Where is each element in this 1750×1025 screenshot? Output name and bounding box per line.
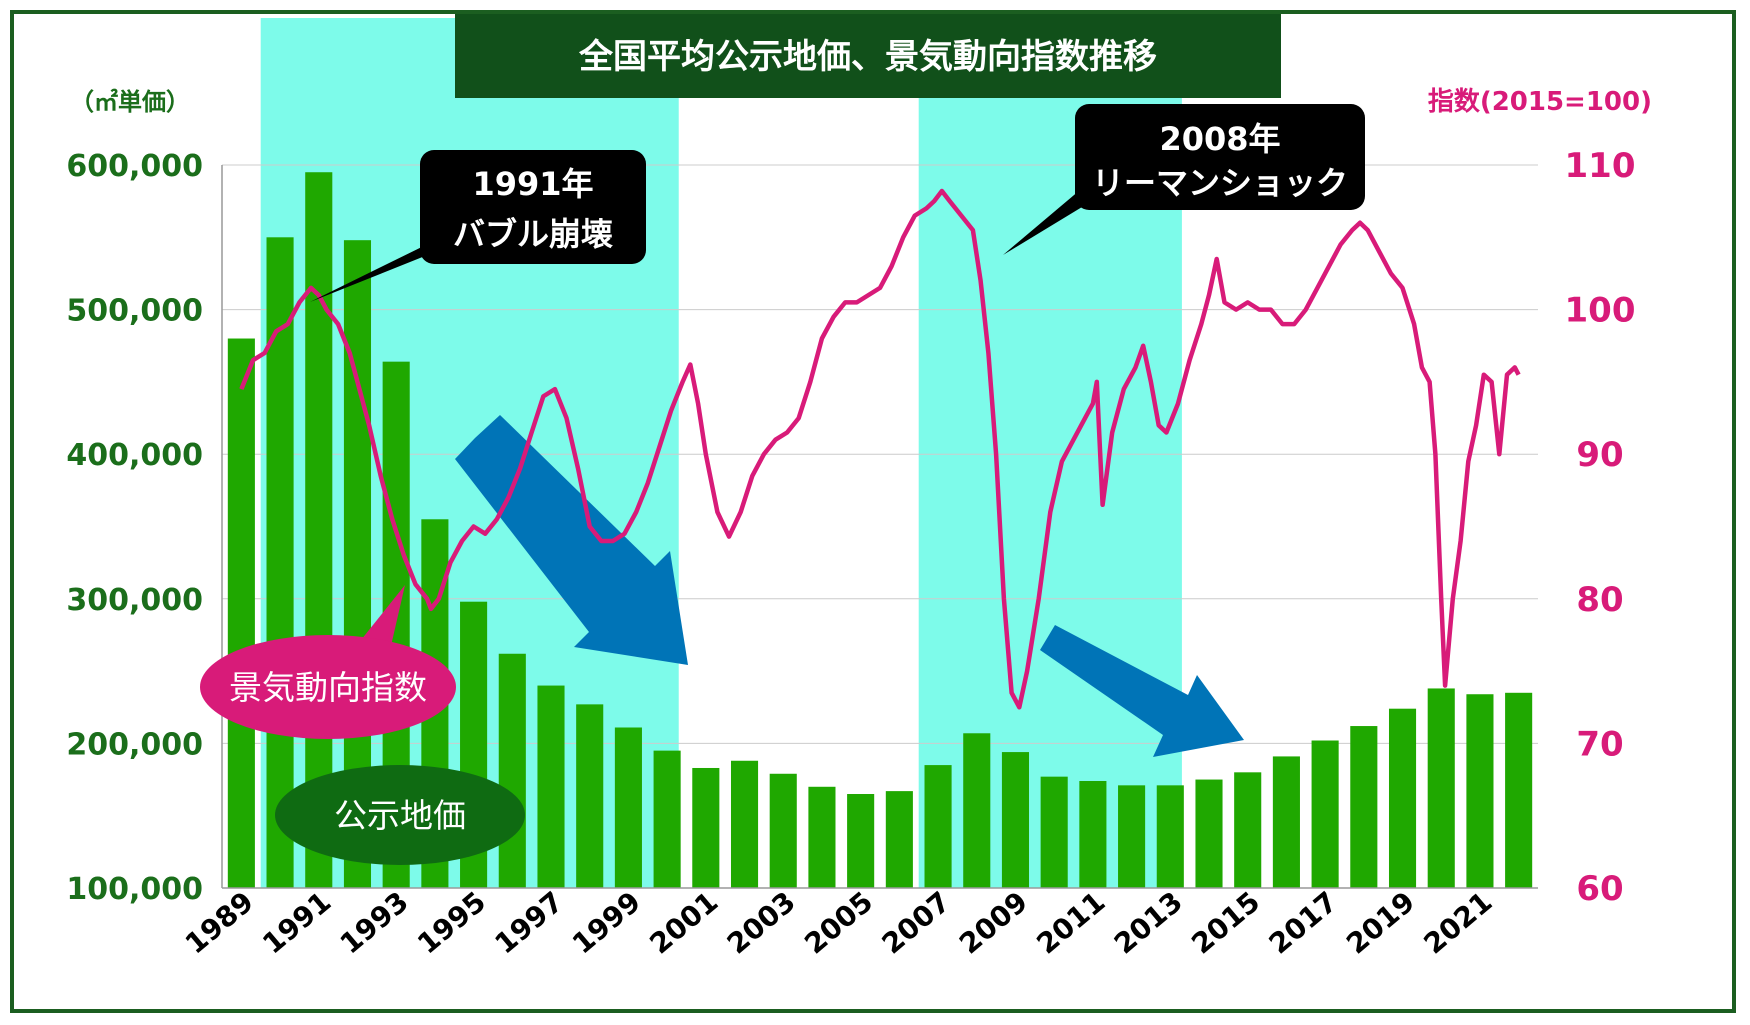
x-tick-label: 1999: [566, 885, 647, 960]
lehman-callout: 2008年 リーマンショック: [1003, 104, 1365, 255]
bar-2010: [1040, 776, 1068, 888]
bubble-callout-year: 1991年: [472, 165, 593, 203]
x-tick-label: 2019: [1340, 885, 1421, 960]
bar-2017: [1311, 740, 1339, 888]
left-axis-unit: （㎡単価）: [70, 88, 190, 116]
bar-2021: [1466, 694, 1494, 888]
x-tick-label: 2017: [1263, 885, 1344, 960]
title-banner: 全国平均公示地価、景気動向指数推移: [455, 14, 1281, 98]
left-axis-ticks: 100,000 200,000 300,000 400,000 500,000 600,0…: [66, 149, 203, 907]
land-label-text: 公示地価: [334, 796, 466, 835]
x-tick-label: 2003: [721, 885, 802, 960]
x-tick-label: 2021: [1418, 885, 1499, 960]
x-tick-label: 2001: [643, 885, 724, 960]
left-tick-label: 200,000: [66, 727, 203, 762]
bar-1989: [227, 338, 255, 888]
x-tick-label: 2015: [1185, 885, 1266, 960]
bar-2015: [1234, 772, 1262, 888]
decline-arrow-1: [455, 415, 688, 665]
right-tick-label: 80: [1576, 580, 1623, 620]
lehman-callout-year: 2008年: [1159, 120, 1280, 158]
chart-title: 全国平均公示地価、景気動向指数推移: [578, 37, 1157, 77]
x-tick-label: 2013: [1108, 885, 1189, 960]
land-series-label: 公示地価: [275, 765, 525, 865]
bar-2016: [1272, 756, 1300, 888]
bar-2002: [730, 760, 759, 888]
x-tick-label: 1997: [489, 885, 570, 960]
bar-2019: [1388, 708, 1417, 888]
right-axis-unit: 指数(2015=100): [1428, 87, 1652, 117]
bubble-callout: 1991年 バブル崩壊: [310, 150, 646, 302]
bar-2022: [1505, 692, 1533, 888]
bar-1999: [614, 727, 642, 888]
bar-2001: [692, 767, 720, 888]
x-tick-label: 2005: [798, 885, 879, 960]
bar-2000: [653, 750, 681, 888]
bar-2018: [1350, 726, 1378, 888]
x-tick-label: 2009: [953, 885, 1034, 960]
left-tick-label: 300,000: [66, 583, 203, 618]
bar-2008: [963, 733, 991, 888]
bar-2009: [1001, 752, 1030, 888]
business-index-line: [239, 188, 1521, 710]
bar-1998: [576, 704, 604, 888]
bar-2007: [924, 765, 952, 888]
bar-1997: [537, 685, 565, 888]
bar-2014: [1195, 779, 1223, 888]
decline-arrow-2: [1040, 625, 1244, 757]
bar-2003: [769, 773, 797, 888]
x-tick-label: 1995: [411, 885, 492, 960]
left-tick-label: 100,000: [66, 872, 203, 907]
left-tick-label: 400,000: [66, 438, 203, 473]
bar-1990: [266, 237, 294, 889]
right-tick-label: 90: [1576, 435, 1623, 475]
bar-2020: [1427, 688, 1455, 888]
bar-2006: [885, 791, 913, 888]
right-tick-label: 110: [1565, 146, 1636, 186]
trend-arrows: [455, 415, 1244, 757]
right-tick-label: 100: [1565, 291, 1636, 331]
bar-1996: [498, 653, 526, 888]
left-tick-label: 600,000: [66, 149, 203, 184]
bar-2005: [847, 794, 875, 888]
bar-2011: [1079, 780, 1107, 888]
x-tick-label: 1993: [334, 885, 415, 960]
bar-2013: [1156, 785, 1184, 888]
right-tick-label: 70: [1576, 724, 1623, 764]
lehman-callout-event: リーマンショック: [1092, 164, 1348, 202]
right-tick-label: 60: [1576, 869, 1623, 909]
x-tick-label: 2007: [876, 885, 957, 960]
bubble-callout-event: バブル崩壊: [453, 215, 613, 253]
left-tick-label: 500,000: [66, 294, 203, 329]
x-axis-ticks: 1989199119931995199719992001200320052007…: [179, 885, 1499, 960]
x-tick-label: 2011: [1030, 885, 1111, 960]
right-axis-ticks: 60 70 80 90 100 110: [1565, 146, 1636, 909]
x-tick-label: 1991: [256, 885, 337, 960]
bar-2004: [808, 786, 836, 888]
bar-2012: [1118, 785, 1146, 888]
index-series-label: 景気動向指数: [200, 585, 456, 739]
index-label-text: 景気動向指数: [229, 668, 427, 707]
